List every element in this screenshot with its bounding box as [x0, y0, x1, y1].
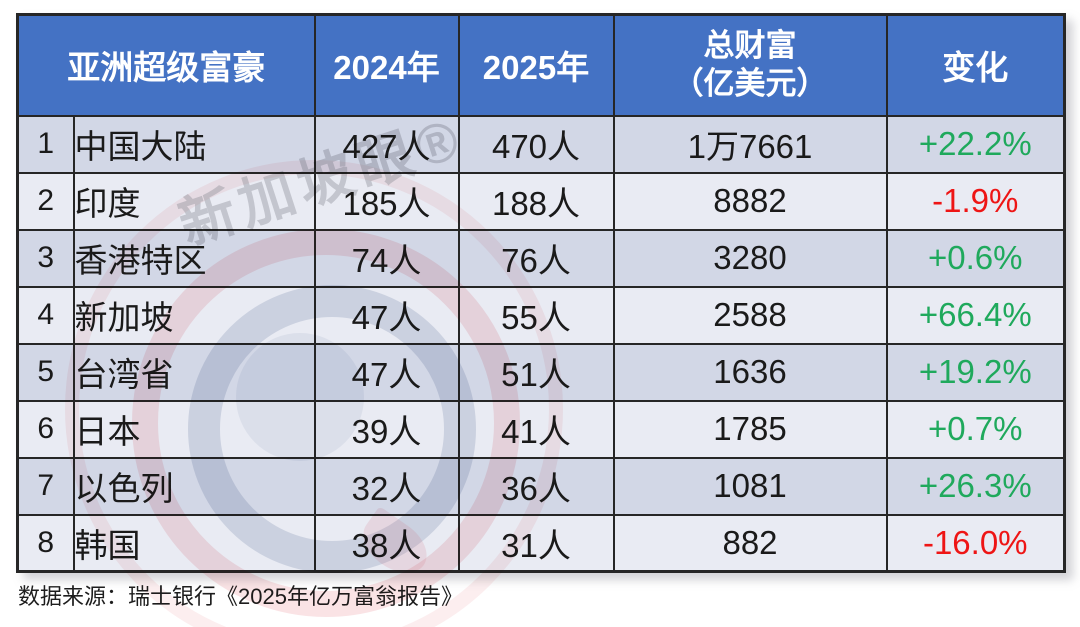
table-row: 5 台湾省 47人 51人 1636 +19.2% — [16, 342, 1066, 402]
header-region: 亚洲超级富豪 — [16, 13, 316, 117]
header-total-wealth-line2: （亿美元） — [672, 66, 828, 102]
count-2024-cell: 427人 — [313, 114, 460, 174]
region-cell: 印度 — [72, 171, 316, 231]
change-cell: +0.7% — [885, 399, 1066, 459]
region-cell: 韩国 — [72, 513, 316, 573]
table-row: 7 以色列 32人 36人 1081 +26.3% — [16, 456, 1066, 516]
header-change: 变化 — [885, 13, 1066, 117]
region-cell: 香港特区 — [72, 228, 316, 288]
rank-cell: 1 — [16, 114, 75, 174]
header-row: 亚洲超级富豪 2024年 2025年 总财富 （亿美元） 变化 — [16, 13, 1066, 117]
rank-cell: 2 — [16, 171, 75, 231]
change-cell: +22.2% — [885, 114, 1066, 174]
rank-cell: 5 — [16, 342, 75, 402]
change-cell: +66.4% — [885, 285, 1066, 345]
count-2024-cell: 47人 — [313, 285, 460, 345]
count-2024-cell: 32人 — [313, 456, 460, 516]
region-cell: 以色列 — [72, 456, 316, 516]
rank-cell: 7 — [16, 456, 75, 516]
wealth-cell: 1万7661 — [612, 114, 888, 174]
wealth-cell: 1636 — [612, 342, 888, 402]
change-cell: -1.9% — [885, 171, 1066, 231]
region-cell: 台湾省 — [72, 342, 316, 402]
wealth-cell: 882 — [612, 513, 888, 573]
data-source: 数据来源：瑞士银行《2025年亿万富翁报告》 — [18, 584, 463, 609]
count-2024-cell: 38人 — [313, 513, 460, 573]
count-2025-cell: 188人 — [457, 171, 615, 231]
region-cell: 中国大陆 — [72, 114, 316, 174]
rank-cell: 3 — [16, 228, 75, 288]
table-body: 1 中国大陆 427人 470人 1万7661 +22.2% 2 印度 185人… — [16, 114, 1066, 573]
wealth-cell: 2588 — [612, 285, 888, 345]
count-2025-cell: 31人 — [457, 513, 615, 573]
rank-cell: 4 — [16, 285, 75, 345]
rank-cell: 8 — [16, 513, 75, 573]
header-total-wealth-line1: 总财富 — [703, 28, 797, 64]
rank-cell: 6 — [16, 399, 75, 459]
count-2024-cell: 185人 — [313, 171, 460, 231]
table-row: 6 日本 39人 41人 1785 +0.7% — [16, 399, 1066, 459]
change-cell: +19.2% — [885, 342, 1066, 402]
table-row: 3 香港特区 74人 76人 3280 +0.6% — [16, 228, 1066, 288]
count-2025-cell: 51人 — [457, 342, 615, 402]
table-row: 2 印度 185人 188人 8882 -1.9% — [16, 171, 1066, 231]
count-2024-cell: 47人 — [313, 342, 460, 402]
header-total-wealth: 总财富 （亿美元） — [612, 13, 888, 117]
count-2024-cell: 39人 — [313, 399, 460, 459]
region-cell: 日本 — [72, 399, 316, 459]
wealth-cell: 1785 — [612, 399, 888, 459]
change-cell: +0.6% — [885, 228, 1066, 288]
change-cell: -16.0% — [885, 513, 1066, 573]
table-row: 4 新加坡 47人 55人 2588 +66.4% — [16, 285, 1066, 345]
header-2024: 2024年 — [313, 13, 460, 117]
count-2025-cell: 36人 — [457, 456, 615, 516]
table-row: 1 中国大陆 427人 470人 1万7661 +22.2% — [16, 114, 1066, 174]
table-row: 8 韩国 38人 31人 882 -16.0% — [16, 513, 1066, 573]
table-header: 亚洲超级富豪 2024年 2025年 总财富 （亿美元） 变化 — [16, 13, 1066, 117]
count-2025-cell: 470人 — [457, 114, 615, 174]
count-2025-cell: 55人 — [457, 285, 615, 345]
wealth-cell: 1081 — [612, 456, 888, 516]
wealth-cell: 3280 — [612, 228, 888, 288]
change-cell: +26.3% — [885, 456, 1066, 516]
wealth-cell: 8882 — [612, 171, 888, 231]
region-cell: 新加坡 — [72, 285, 316, 345]
count-2025-cell: 76人 — [457, 228, 615, 288]
header-2025: 2025年 — [457, 13, 615, 117]
count-2025-cell: 41人 — [457, 399, 615, 459]
count-2024-cell: 74人 — [313, 228, 460, 288]
rich-list-table: 亚洲超级富豪 2024年 2025年 总财富 （亿美元） 变化 1 中国大陆 4… — [16, 13, 1066, 573]
